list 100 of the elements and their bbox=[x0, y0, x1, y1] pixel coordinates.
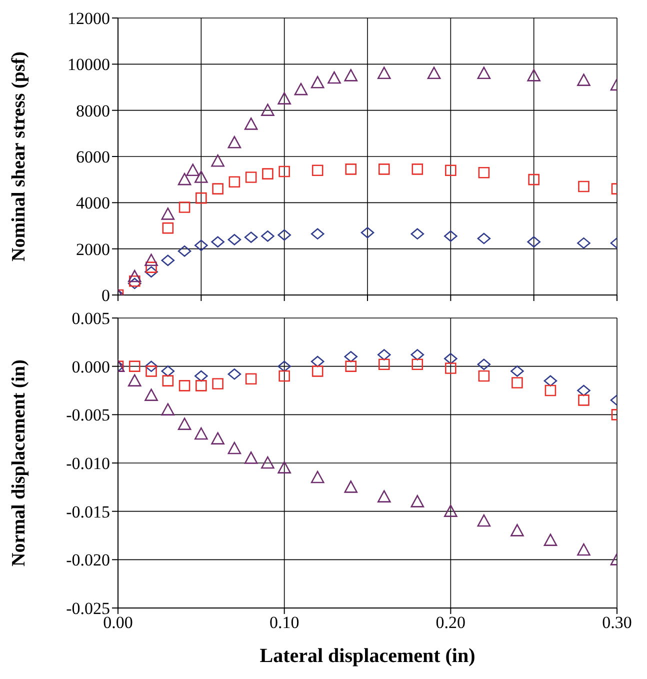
point bbox=[445, 164, 456, 176]
y-tick-label: 2000 bbox=[76, 240, 110, 259]
point bbox=[278, 461, 291, 474]
point bbox=[228, 176, 240, 188]
y-axis-title: Normal displacement (in) bbox=[8, 360, 30, 566]
point bbox=[228, 368, 242, 380]
point bbox=[510, 366, 524, 377]
point bbox=[194, 170, 208, 183]
point bbox=[444, 352, 458, 364]
point bbox=[344, 480, 358, 493]
point bbox=[527, 236, 540, 248]
y-tick-label: 0.005 bbox=[72, 309, 110, 328]
point bbox=[310, 76, 324, 88]
y-tick-label: -0.010 bbox=[66, 454, 110, 474]
point bbox=[410, 228, 424, 240]
point bbox=[378, 358, 390, 370]
y-tick-label: -0.015 bbox=[66, 502, 110, 522]
point bbox=[412, 358, 424, 370]
point bbox=[477, 232, 491, 244]
x-tick-label: 0.20 bbox=[436, 613, 466, 632]
point bbox=[228, 136, 242, 148]
point bbox=[310, 356, 324, 368]
point bbox=[512, 377, 523, 388]
point bbox=[128, 276, 140, 287]
point bbox=[144, 388, 158, 401]
point bbox=[161, 208, 175, 220]
point bbox=[186, 164, 200, 176]
y-axis-title: Nominal shear stress (psf) bbox=[8, 52, 30, 262]
point bbox=[527, 69, 540, 82]
x-tick-label: 0.30 bbox=[602, 613, 632, 632]
point bbox=[128, 270, 142, 282]
point bbox=[162, 375, 174, 386]
point bbox=[211, 432, 224, 444]
point bbox=[344, 351, 358, 362]
point bbox=[412, 164, 424, 175]
point bbox=[228, 234, 242, 246]
y-tick-label: 8000 bbox=[76, 101, 110, 120]
point bbox=[144, 266, 158, 278]
y-tick-label: 4000 bbox=[76, 194, 110, 213]
point bbox=[577, 543, 590, 556]
y-tick-label: -0.020 bbox=[66, 550, 110, 570]
point bbox=[178, 380, 190, 392]
point bbox=[427, 66, 441, 80]
point bbox=[144, 360, 158, 372]
point bbox=[477, 358, 491, 370]
point bbox=[146, 366, 157, 377]
point bbox=[278, 92, 291, 104]
point bbox=[245, 373, 257, 385]
point bbox=[310, 470, 324, 484]
point bbox=[577, 74, 590, 86]
point bbox=[444, 504, 458, 517]
point bbox=[228, 442, 242, 454]
y-tick-label: 6000 bbox=[76, 148, 110, 167]
point bbox=[161, 366, 175, 377]
point bbox=[262, 168, 274, 180]
point bbox=[378, 164, 390, 175]
point bbox=[312, 366, 324, 377]
point bbox=[261, 104, 274, 116]
point bbox=[445, 362, 456, 374]
point bbox=[245, 172, 257, 183]
point bbox=[310, 228, 324, 240]
point bbox=[528, 174, 540, 186]
point bbox=[261, 456, 274, 469]
point bbox=[377, 490, 391, 502]
point bbox=[544, 534, 558, 546]
point bbox=[196, 380, 207, 392]
point bbox=[345, 164, 357, 175]
point bbox=[278, 360, 291, 372]
point bbox=[161, 403, 175, 416]
y-tick-label: 10000 bbox=[68, 55, 110, 74]
x-tick-label: 0.00 bbox=[103, 613, 133, 632]
point bbox=[410, 495, 424, 508]
point bbox=[377, 66, 391, 80]
point bbox=[128, 278, 142, 290]
point bbox=[211, 236, 224, 248]
point bbox=[244, 452, 258, 464]
point bbox=[377, 349, 391, 360]
point bbox=[244, 118, 258, 130]
point bbox=[477, 66, 491, 80]
y-tick-label: 0.000 bbox=[72, 357, 110, 376]
point bbox=[344, 69, 358, 82]
point bbox=[244, 232, 258, 243]
point bbox=[544, 375, 558, 386]
point bbox=[328, 71, 341, 84]
point bbox=[196, 192, 207, 204]
point bbox=[278, 166, 290, 178]
point bbox=[360, 227, 374, 238]
point bbox=[478, 370, 490, 382]
point bbox=[444, 230, 458, 242]
x-tick-label: 0.10 bbox=[269, 613, 300, 632]
y-tick-label: 0 bbox=[102, 286, 110, 306]
point bbox=[312, 164, 324, 176]
point bbox=[510, 524, 524, 536]
point bbox=[212, 183, 224, 194]
point bbox=[577, 384, 590, 396]
y-tick-label: -0.005 bbox=[66, 406, 110, 425]
x-axis-title: Lateral displacement (in) bbox=[260, 645, 476, 667]
point bbox=[194, 427, 208, 440]
point bbox=[544, 384, 556, 396]
point bbox=[578, 394, 590, 406]
